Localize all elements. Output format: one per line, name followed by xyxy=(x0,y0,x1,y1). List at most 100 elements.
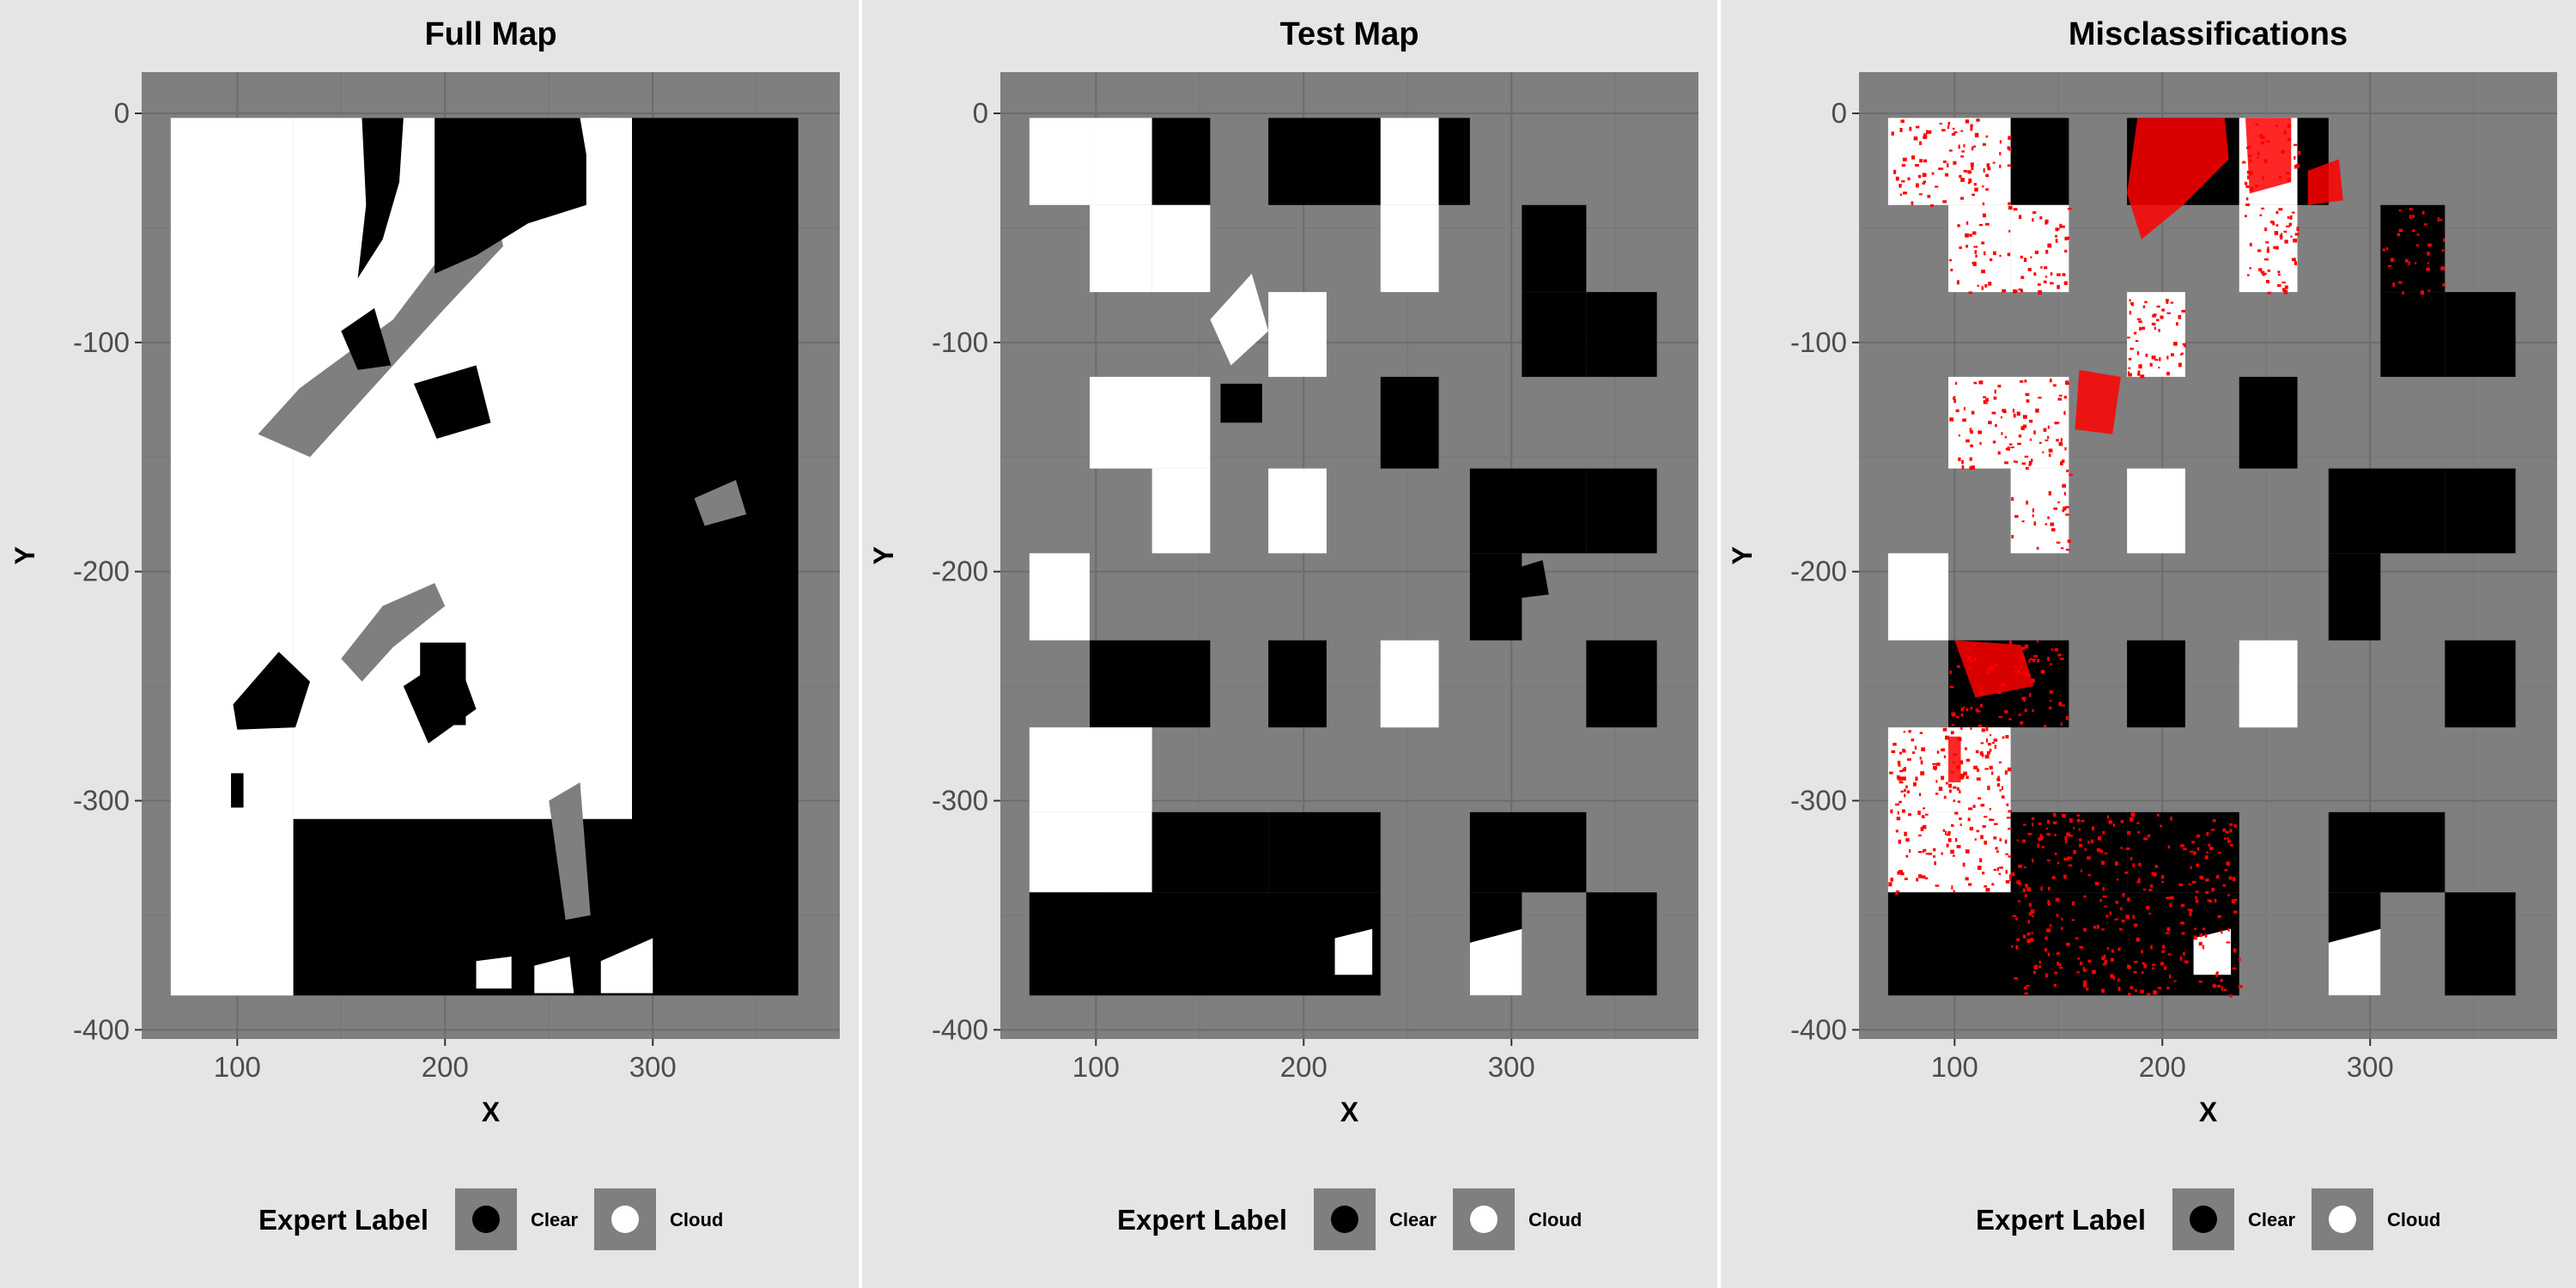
misclassified-pixel xyxy=(1909,848,1911,853)
misclassified-pixel xyxy=(1947,163,1949,167)
misclassified-pixel xyxy=(2405,258,2409,263)
region-cloud-7 xyxy=(1151,204,1211,293)
misclassified-pixel xyxy=(1983,396,1987,398)
misclassified-pixel xyxy=(2021,696,2026,701)
misclassified-pixel xyxy=(2038,960,2041,964)
misclassified-pixel xyxy=(2013,208,2018,211)
misclassified-pixel xyxy=(2032,914,2034,918)
misclassified-pixel xyxy=(2057,861,2060,865)
misclassified-pixel xyxy=(1955,381,1958,386)
misclassified-pixel xyxy=(2283,289,2288,295)
misclassified-pixel xyxy=(2029,658,2032,661)
misclassified-pixel xyxy=(2004,710,2008,714)
misclassified-pixel xyxy=(1904,831,1907,836)
misclassified-pixel xyxy=(1939,123,1942,125)
misclassified-pixel xyxy=(2013,289,2016,294)
misclassified-pixel xyxy=(2229,994,2233,998)
misclassified-pixel xyxy=(2038,836,2042,841)
misclassified-pixel xyxy=(2246,274,2250,276)
misclassified-pixel xyxy=(2231,899,2236,904)
misclassified-pixel xyxy=(2206,831,2209,836)
region-clear-18 xyxy=(2445,468,2516,554)
x-axis-label: X xyxy=(482,1097,501,1127)
misclassified-pixel xyxy=(2139,326,2142,331)
misclassified-pixel xyxy=(2199,875,2204,880)
region-cloud-6 xyxy=(1948,204,2011,293)
misclassified-pixel xyxy=(1897,760,1901,765)
misclassified-pixel xyxy=(2138,320,2142,323)
misclassified-pixel xyxy=(2022,823,2026,826)
misclassified-pixel xyxy=(2387,264,2392,268)
misclassified-pixel xyxy=(2187,908,2192,911)
misclassified-pixel xyxy=(1952,127,1955,131)
misclassified-pixel xyxy=(1999,838,2002,841)
misclassified-pixel xyxy=(2297,150,2301,155)
region-clear-9 xyxy=(1522,204,1587,293)
misclassified-pixel xyxy=(1980,742,1984,744)
misclassified-pixel xyxy=(2063,281,2068,285)
misclassified-pixel xyxy=(2257,249,2262,252)
misclassified-pixel xyxy=(2260,270,2265,274)
region-cloud-25 xyxy=(1029,727,1152,812)
misclassified-pixel xyxy=(2040,266,2043,269)
misclassified-pixel xyxy=(1893,169,1897,174)
misclassified-pixel xyxy=(1983,167,1985,173)
misclassified-pixel xyxy=(2026,887,2032,892)
misclassified-pixel xyxy=(1950,268,1953,271)
misclassified-pixel xyxy=(2141,971,2144,975)
misclassified-pixel xyxy=(2020,721,2024,725)
misclassified-pixel xyxy=(1990,258,1993,262)
misclassified-pixel xyxy=(1985,726,1989,732)
misclassified-pixel xyxy=(2265,279,2270,283)
misclassified-pixel xyxy=(2135,340,2139,343)
misclassified-pixel xyxy=(2050,648,2054,651)
misclassified-pixel xyxy=(1917,834,1922,837)
misclassified-pixel xyxy=(1979,691,1984,696)
misclassified-pixel xyxy=(2015,917,2018,920)
misclassified-pixel xyxy=(2064,249,2068,253)
patch-clear-7 xyxy=(231,773,244,808)
misclassified-pixel xyxy=(1946,843,1949,848)
misclassified-pixel xyxy=(1890,878,1894,882)
misclassified-pixel xyxy=(2093,926,2097,929)
misclassified-pixel xyxy=(2020,426,2025,430)
misclassified-pixel xyxy=(2140,374,2145,379)
misclassified-pixel xyxy=(2218,851,2221,854)
patch-clear-1 xyxy=(434,118,586,274)
misclassified-pixel xyxy=(1897,871,1901,875)
misclassified-pixel xyxy=(2293,261,2298,265)
misclassified-pixel xyxy=(2275,246,2279,250)
misclassified-pixel xyxy=(1899,800,1902,804)
misclassified-pixel xyxy=(2008,205,2013,210)
misclassified-pixel xyxy=(2128,965,2132,969)
misclassified-pixel xyxy=(1989,818,1992,822)
misclassified-pixel xyxy=(2087,959,2092,963)
misclassified-pixel xyxy=(1956,845,1961,848)
misclassified-pixel xyxy=(2176,322,2178,326)
misclassified-pixel xyxy=(2137,370,2141,374)
misclassified-pixel xyxy=(2443,238,2445,242)
region-clear-2 xyxy=(632,118,799,996)
misclassified-pixel xyxy=(2160,875,2165,879)
misclassified-pixel xyxy=(2130,302,2133,306)
misclassified-pixel xyxy=(2047,886,2050,890)
misclassified-pixel xyxy=(2142,888,2147,890)
misclassified-pixel xyxy=(1957,800,1961,803)
misclassified-pixel xyxy=(2106,946,2110,951)
misclassified-pixel xyxy=(2016,880,2021,884)
misclassified-pixel xyxy=(2018,714,2021,716)
region-clear-11 xyxy=(2380,292,2445,377)
misclassified-pixel xyxy=(1980,686,1984,691)
misclassified-pixel xyxy=(2046,928,2051,933)
legend-swatch-clear xyxy=(1331,1206,1358,1233)
misclassified-pixel xyxy=(2005,869,2008,874)
misclassified-pixel xyxy=(1976,777,1981,781)
misclassified-pixel xyxy=(2047,516,2050,519)
misclassified-pixel xyxy=(1972,805,1976,808)
misclassified-pixel xyxy=(1990,665,1994,670)
misclassified-pixel xyxy=(2194,927,2196,930)
region-clear-5 xyxy=(1438,118,1470,205)
misclassified-pixel xyxy=(1921,747,1925,751)
misclassified-pixel xyxy=(1935,780,1938,783)
region-clear-30 xyxy=(1029,892,1381,996)
